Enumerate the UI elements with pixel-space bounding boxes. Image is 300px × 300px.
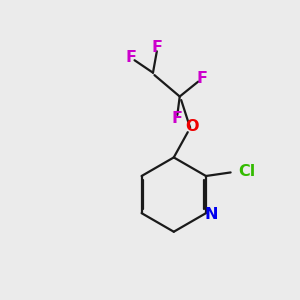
Text: N: N: [205, 207, 218, 222]
Text: F: F: [171, 111, 182, 126]
Text: Cl: Cl: [238, 164, 256, 179]
Text: F: F: [125, 50, 136, 65]
Text: O: O: [185, 119, 198, 134]
Text: F: F: [196, 71, 208, 86]
Text: F: F: [152, 40, 163, 55]
